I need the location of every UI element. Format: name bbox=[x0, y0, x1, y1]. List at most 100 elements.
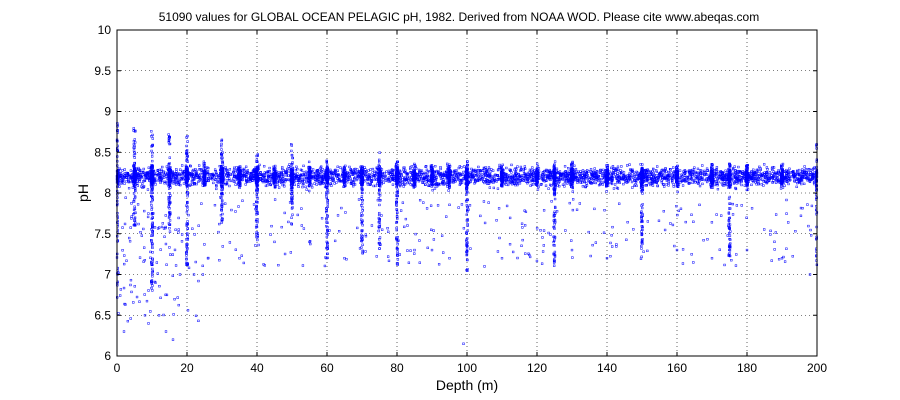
data-point bbox=[682, 170, 685, 173]
data-point bbox=[422, 173, 425, 176]
data-point bbox=[305, 180, 308, 183]
data-point bbox=[532, 169, 536, 172]
data-point bbox=[704, 171, 707, 174]
data-point bbox=[140, 171, 143, 174]
data-point bbox=[197, 180, 200, 184]
data-point bbox=[788, 167, 791, 170]
data-point bbox=[734, 169, 737, 172]
data-point bbox=[507, 174, 511, 177]
data-point bbox=[672, 183, 675, 186]
data-point bbox=[581, 185, 585, 188]
data-point bbox=[618, 171, 622, 174]
data-point bbox=[669, 168, 672, 171]
data-point bbox=[303, 176, 306, 180]
data-point bbox=[683, 174, 687, 177]
data-point bbox=[523, 165, 527, 168]
data-point bbox=[648, 175, 651, 178]
data-point bbox=[193, 182, 197, 185]
data-point bbox=[680, 173, 683, 176]
data-point bbox=[628, 163, 631, 166]
data-point bbox=[616, 165, 620, 168]
data-point bbox=[363, 166, 366, 169]
data-point bbox=[212, 181, 215, 185]
data-point bbox=[233, 166, 236, 169]
data-point bbox=[322, 181, 325, 185]
data-point bbox=[339, 166, 342, 169]
data-point bbox=[405, 172, 408, 176]
data-point bbox=[389, 179, 392, 182]
data-point bbox=[699, 174, 702, 177]
data-point bbox=[541, 171, 544, 174]
data-point bbox=[301, 180, 304, 183]
data-point bbox=[678, 169, 682, 172]
data-point bbox=[619, 169, 622, 172]
data-point bbox=[758, 165, 761, 169]
data-point bbox=[402, 166, 405, 169]
data-point bbox=[788, 179, 792, 182]
data-point bbox=[308, 189, 311, 193]
data-point bbox=[504, 181, 508, 184]
data-point bbox=[724, 169, 727, 172]
data-point bbox=[717, 170, 720, 173]
data-point bbox=[176, 174, 179, 177]
data-point bbox=[567, 167, 570, 170]
data-point bbox=[588, 176, 592, 180]
data-point bbox=[557, 176, 560, 179]
data-point bbox=[716, 187, 720, 191]
data-point bbox=[348, 165, 351, 169]
data-point bbox=[563, 182, 567, 185]
data-point bbox=[119, 177, 122, 180]
data-point bbox=[482, 174, 485, 177]
data-point bbox=[750, 183, 753, 187]
data-point bbox=[663, 170, 667, 173]
data-point bbox=[562, 173, 565, 176]
data-point bbox=[329, 182, 332, 185]
data-point bbox=[191, 180, 194, 183]
data-point bbox=[283, 185, 286, 188]
data-point bbox=[753, 171, 756, 174]
data-point bbox=[234, 169, 238, 172]
data-point bbox=[384, 179, 388, 183]
data-point bbox=[301, 183, 304, 186]
data-point bbox=[612, 171, 615, 174]
data-point bbox=[705, 178, 708, 181]
data-point bbox=[599, 168, 603, 172]
data-point bbox=[723, 176, 726, 179]
data-point bbox=[592, 170, 595, 173]
data-point bbox=[123, 182, 126, 185]
data-point bbox=[200, 168, 204, 171]
data-point bbox=[300, 173, 303, 176]
data-point bbox=[245, 171, 249, 175]
data-point bbox=[612, 187, 616, 190]
data-point bbox=[156, 169, 160, 172]
data-point bbox=[216, 178, 220, 181]
data-point bbox=[259, 171, 262, 174]
data-point bbox=[154, 183, 157, 186]
data-point bbox=[473, 178, 477, 181]
data-point bbox=[368, 177, 371, 180]
data-point bbox=[490, 175, 494, 178]
data-point bbox=[544, 184, 548, 187]
data-point bbox=[322, 171, 326, 174]
data-point bbox=[304, 170, 308, 174]
data-point bbox=[724, 183, 728, 187]
data-point bbox=[764, 176, 767, 179]
data-point bbox=[233, 175, 236, 178]
data-point bbox=[487, 166, 491, 169]
data-point bbox=[163, 176, 166, 179]
data-point bbox=[401, 183, 404, 186]
data-point bbox=[755, 183, 758, 186]
data-point bbox=[382, 181, 385, 184]
data-point bbox=[319, 166, 322, 169]
data-point bbox=[261, 180, 265, 184]
data-point bbox=[561, 177, 565, 181]
data-point bbox=[626, 164, 629, 167]
data-point bbox=[576, 181, 579, 184]
data-point bbox=[348, 175, 351, 179]
data-point bbox=[475, 173, 479, 176]
data-point bbox=[803, 182, 806, 186]
data-point bbox=[263, 165, 266, 168]
data-point bbox=[590, 181, 594, 185]
data-point bbox=[740, 183, 743, 187]
data-point bbox=[610, 173, 613, 176]
